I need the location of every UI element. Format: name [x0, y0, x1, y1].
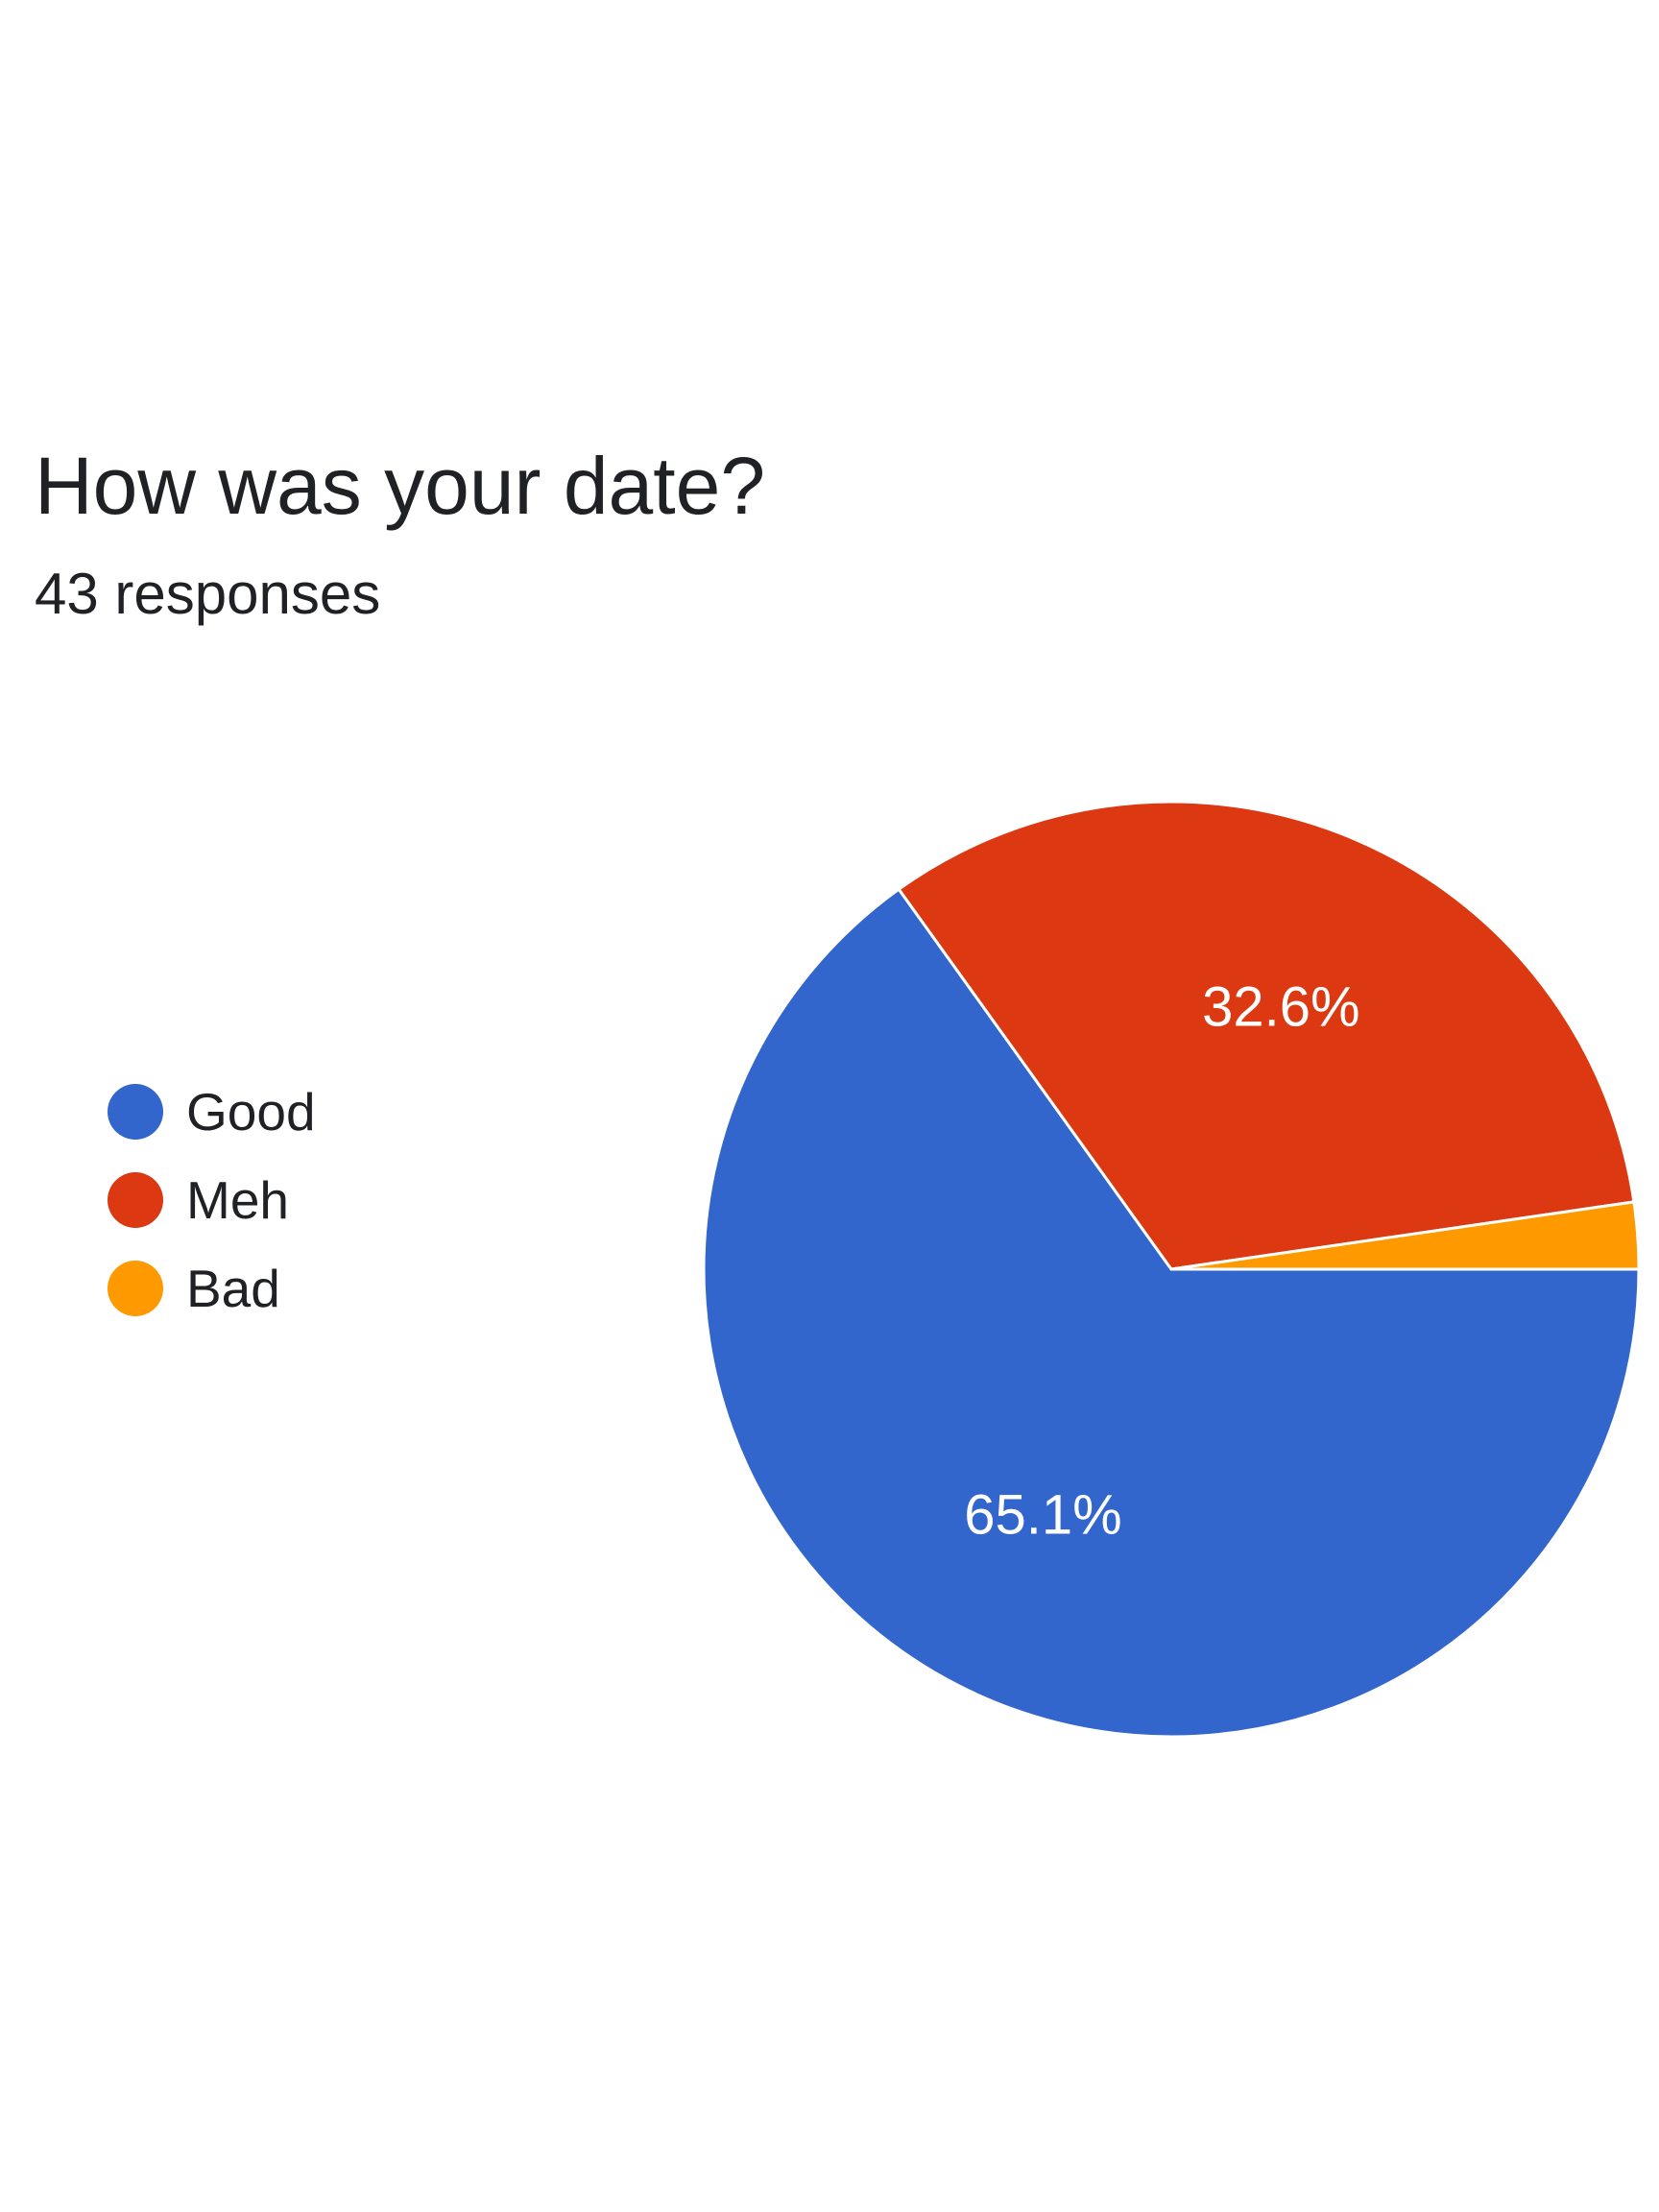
pie-slice-meh[interactable] [897, 800, 1636, 1271]
pie-labels: 65.1% 32.6% [964, 975, 1359, 1546]
legend-item-meh: Meh [108, 1156, 316, 1244]
legend-label-good: Good [186, 1082, 316, 1142]
legend-swatch-meh [108, 1172, 163, 1228]
pie-slice-good[interactable] [702, 887, 1641, 1739]
legend-swatch-bad [108, 1261, 163, 1316]
legend-label-meh: Meh [186, 1170, 289, 1230]
pie-slice-bad[interactable] [1169, 1200, 1641, 1271]
pie-label-good: 65.1% [964, 1483, 1121, 1546]
legend-label-bad: Bad [186, 1259, 280, 1318]
pie-slices [702, 800, 1641, 1739]
question-title: How was your date? [35, 441, 766, 531]
legend-swatch-good [108, 1084, 163, 1140]
chart-legend: Good Meh Bad [108, 1068, 316, 1333]
legend-item-good: Good [108, 1068, 316, 1156]
response-count: 43 responses [35, 562, 381, 626]
legend-item-bad: Bad [108, 1244, 316, 1333]
pie-label-meh: 32.6% [1202, 975, 1359, 1038]
